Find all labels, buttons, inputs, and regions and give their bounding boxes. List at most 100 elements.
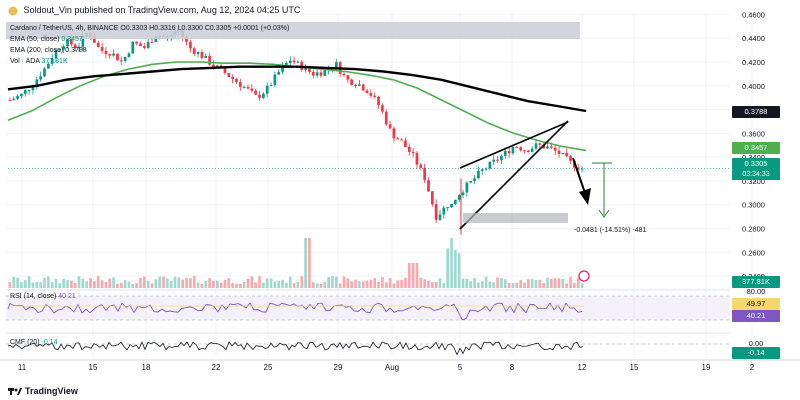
volume-bar: [73, 282, 77, 288]
volume-bar: [392, 283, 396, 288]
volume-bar: [573, 282, 576, 288]
volume-tag: 377.81K: [732, 276, 780, 288]
candle-body: [384, 111, 388, 125]
candle-body: [565, 152, 569, 157]
volume-bar: [300, 276, 304, 288]
volume-bar: [135, 283, 138, 288]
candle-body: [238, 82, 242, 87]
volume-bar: [361, 281, 365, 288]
candle-body: [265, 85, 269, 94]
x-tick-label: 8: [510, 363, 515, 372]
volume-bar: [158, 276, 162, 288]
candle-body: [561, 152, 565, 154]
candle-body: [185, 36, 188, 42]
symbol-label[interactable]: Cardano / TetherUS, 4h, BINANCE: [10, 25, 119, 32]
volume-bar: [242, 282, 246, 288]
candle-body: [557, 150, 561, 154]
volume-bar: [507, 283, 511, 288]
publisher-bar: Soldout_Vin published on TradingView.com…: [0, 0, 800, 20]
candle-body: [127, 53, 131, 57]
candle-body: [12, 98, 16, 101]
rsi-current-tag: 40.21: [732, 310, 780, 322]
volume-bar: [12, 276, 16, 288]
candle-body: [269, 85, 273, 87]
volume-bar: [235, 283, 238, 288]
candle-body: [454, 199, 457, 204]
volume-bar: [150, 283, 154, 288]
legend-ema50[interactable]: EMA (50, close) 0.3457: [10, 35, 83, 45]
volume-bar: [542, 283, 546, 288]
rsi-label[interactable]: RSI (14, close) 40.21: [10, 293, 76, 300]
candle-body: [212, 64, 215, 67]
volume-bar: [553, 278, 557, 288]
candle-body: [39, 76, 42, 80]
volume-bar: [496, 277, 499, 288]
volume-bar: [377, 281, 380, 288]
volume-bar: [66, 280, 69, 288]
legend-volume[interactable]: Vol · ADA 377.81K: [10, 57, 68, 67]
volume-bar: [269, 278, 273, 288]
volume-bar: [450, 238, 453, 288]
volume-bar: [550, 278, 553, 288]
ema200-price-tag: 0.3788: [732, 106, 780, 118]
volume-bar: [254, 282, 258, 288]
volume-bar: [104, 281, 108, 288]
volume-bar: [388, 278, 392, 288]
volume-bar: [119, 282, 123, 288]
volume-bar: [473, 277, 476, 288]
candle-body: [288, 60, 292, 64]
candle-body: [31, 86, 35, 90]
candle-body: [434, 204, 438, 220]
volume-bar: [331, 276, 334, 288]
candle-body: [108, 54, 112, 56]
volume-bar: [323, 281, 327, 288]
candle-body: [484, 168, 488, 170]
volume-bar: [315, 283, 319, 288]
volume-bar: [162, 276, 165, 288]
candle-body: [208, 55, 211, 65]
volume-bar: [469, 281, 473, 288]
candle-body: [411, 151, 415, 153]
cmf-label[interactable]: CMF (20) -0.14: [10, 339, 58, 346]
candle-body: [131, 41, 135, 54]
legend-ema200[interactable]: EMA (200, close) 0.3788: [10, 46, 87, 56]
candle-body: [235, 78, 238, 83]
x-tick-label: 2: [750, 363, 755, 372]
volume-bar: [116, 283, 119, 288]
candle-body: [285, 63, 288, 66]
candle-body: [430, 191, 434, 205]
x-tick-label: 11: [18, 363, 27, 372]
candle-body: [346, 75, 350, 80]
candle-body: [8, 100, 12, 102]
candle-body: [442, 207, 446, 215]
x-tick-label: 18: [142, 363, 151, 372]
volume-bar: [515, 282, 519, 288]
volume-bar: [166, 278, 169, 288]
candle-body: [50, 58, 54, 64]
volume-bar: [108, 278, 112, 288]
candle-body: [550, 146, 553, 148]
volume-bar: [523, 282, 526, 288]
volume-bar: [93, 281, 96, 288]
candle-body: [66, 38, 69, 47]
countdown-tag: 03:34:33: [732, 170, 780, 180]
candle-body: [119, 60, 123, 62]
volume-bar: [27, 276, 31, 288]
candle-body: [469, 180, 473, 183]
candle-body: [242, 86, 246, 88]
volume-bar: [511, 282, 515, 288]
candle-body: [488, 161, 492, 169]
candle-body: [507, 150, 511, 154]
volume-bar: [77, 276, 81, 288]
volume-bar: [546, 277, 549, 288]
volume-bar: [20, 282, 23, 288]
volume-bar: [311, 282, 315, 288]
candle-body: [538, 143, 542, 145]
wedge-upper-line: [459, 121, 569, 169]
volume-bar: [477, 282, 480, 288]
candle-body: [377, 96, 380, 106]
support-zone: [463, 213, 568, 223]
volume-bar: [526, 279, 530, 288]
candle-body: [93, 36, 96, 43]
